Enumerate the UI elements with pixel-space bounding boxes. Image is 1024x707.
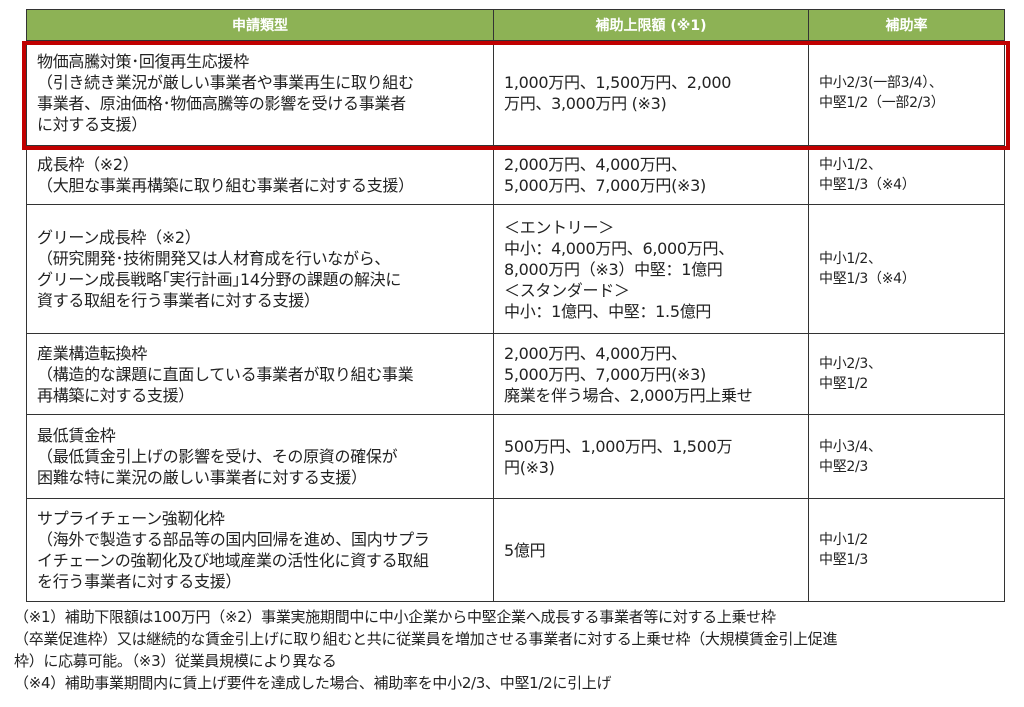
table-row: グリーン成長枠（※2） （研究開発･技術開発又は人材育成を行いながら、 グリーン… — [26, 204, 1005, 334]
cell-rate: 中小2/3(一部3/4）、 中堅1/2（一部2/3） — [808, 40, 1005, 146]
header-limit: 補助上限額 (※1) — [493, 9, 809, 41]
subsidy-table: 申請類型 補助上限額 (※1) 補助率 物価高騰対策･回復再生応援枠 （引き続き… — [26, 9, 1005, 602]
cell-type: グリーン成長枠（※2） （研究開発･技術開発又は人材育成を行いながら、 グリーン… — [26, 204, 494, 334]
cell-limit: 500万円、1,000万円、1,500万 円(※3) — [493, 414, 809, 499]
header-rate: 補助率 — [808, 9, 1005, 41]
cell-limit: ＜エントリー＞ 中小：4,000万円、6,000万円、 8,000万円（※3）中… — [493, 204, 809, 334]
cell-rate: 中小2/3、 中堅1/2 — [808, 333, 1005, 415]
cell-type: 最低賃金枠 （最低賃金引上げの影響を受け、その原資の確保が 困難な特に業況の厳し… — [26, 414, 494, 499]
table-row: 成長枠（※2） （大胆な事業再構築に取り組む事業者に対する支援） 2,000万円、… — [26, 145, 1005, 205]
table-row: 最低賃金枠 （最低賃金引上げの影響を受け、その原資の確保が 困難な特に業況の厳し… — [26, 414, 1005, 499]
footnotes: （※1）補助下限額は100万円（※2）事業実施期間中に中小企業から中堅企業へ成長… — [14, 606, 1019, 694]
cell-limit: 2,000万円、4,000万円、 5,000万円、7,000万円(※3) 廃業を… — [493, 333, 809, 415]
cell-type: 成長枠（※2） （大胆な事業再構築に取り組む事業者に対する支援） — [26, 145, 494, 205]
table-row: 物価高騰対策･回復再生応援枠 （引き続き業況が厳しい事業者や事業再生に取り組む … — [26, 40, 1005, 146]
table-row: サプライチェーン強靭化枠 （海外で製造する部品等の国内回帰を進め、国内サプラ イ… — [26, 498, 1005, 602]
header-row: 申請類型 補助上限額 (※1) 補助率 — [26, 9, 1005, 41]
footnote-line: （卒業促進枠）又は継続的な賃金引上げに取り組むと共に従業員を増加させる事業者に対… — [14, 630, 838, 648]
cell-rate: 中小1/2、 中堅1/3（※4） — [808, 145, 1005, 205]
footnote-line: （※4）補助事業期間内に賃上げ要件を達成した場合、補助率を中小2/3、中堅1/2… — [14, 674, 612, 692]
cell-type: 物価高騰対策･回復再生応援枠 （引き続き業況が厳しい事業者や事業再生に取り組む … — [26, 40, 494, 146]
cell-limit: 1,000万円、1,500万円、2,000 万円、3,000万円 (※3) — [493, 40, 809, 146]
cell-rate: 中小1/2、 中堅1/3（※4） — [808, 204, 1005, 334]
cell-limit: 2,000万円、4,000万円、 5,000万円、7,000万円(※3) — [493, 145, 809, 205]
cell-rate: 中小3/4、 中堅2/3 — [808, 414, 1005, 499]
cell-type: サプライチェーン強靭化枠 （海外で製造する部品等の国内回帰を進め、国内サプラ イ… — [26, 498, 494, 602]
footnote-line: 枠）に応募可能。（※3）従業員規模により異なる — [14, 652, 337, 670]
cell-type: 産業構造転換枠 （構造的な課題に直面している事業者が取り組む事業 再構築に対する… — [26, 333, 494, 415]
footnote-line: （※1）補助下限額は100万円（※2）事業実施期間中に中小企業から中堅企業へ成長… — [14, 608, 776, 626]
table-row: 産業構造転換枠 （構造的な課題に直面している事業者が取り組む事業 再構築に対する… — [26, 333, 1005, 415]
cell-rate: 中小1/2 中堅1/3 — [808, 498, 1005, 602]
header-type: 申請類型 — [26, 9, 494, 41]
cell-limit: 5億円 — [493, 498, 809, 602]
